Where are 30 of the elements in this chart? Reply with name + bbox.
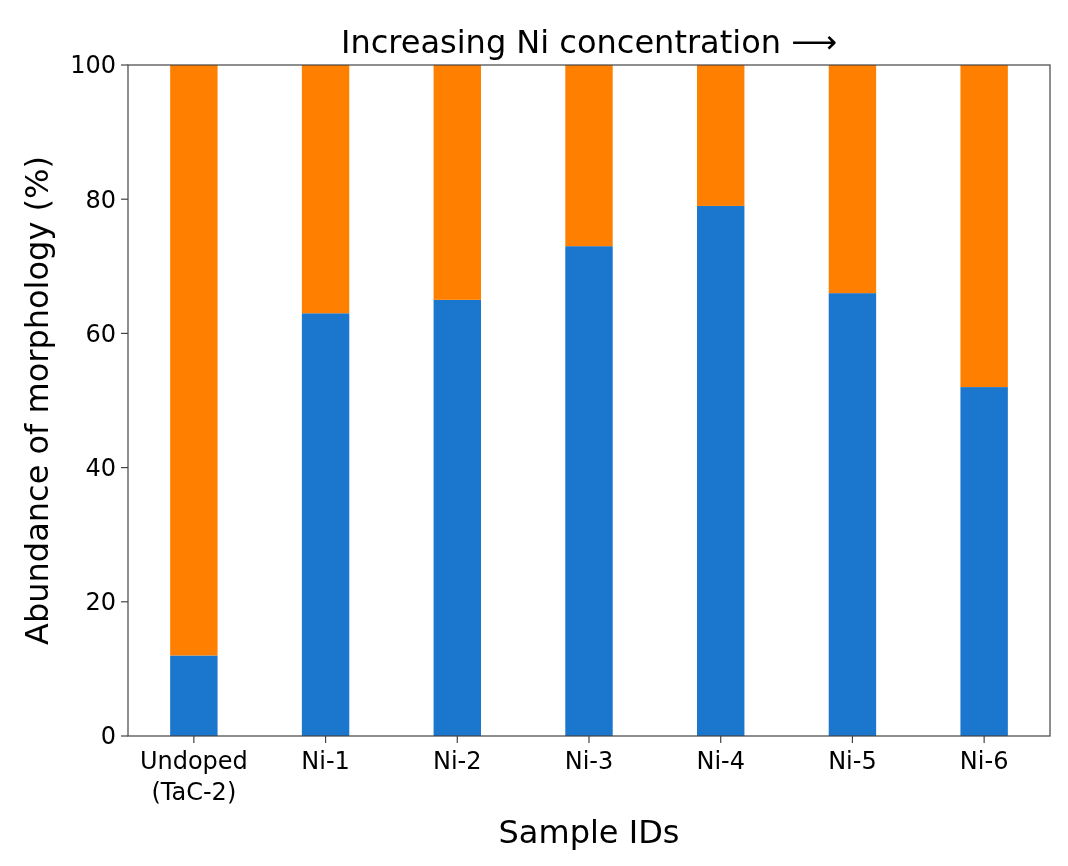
bar xyxy=(170,65,218,656)
bar xyxy=(828,293,877,736)
y-tick-label: 80 xyxy=(85,185,116,214)
bar xyxy=(960,387,1008,736)
x-tick-label: Ni-3 xyxy=(564,747,614,775)
bar xyxy=(960,65,1008,388)
bar xyxy=(433,65,481,300)
bar xyxy=(170,655,218,736)
y-axis-title: Abundance of morphology (%) xyxy=(18,156,56,645)
y-tick-label: 40 xyxy=(85,454,116,482)
bar xyxy=(565,246,613,736)
x-tick-label: Ni-2 xyxy=(433,747,482,775)
bar xyxy=(697,205,745,736)
x-tick-label: Undoped (TaC-2) xyxy=(139,747,248,806)
y-tick-label: 100 xyxy=(70,51,116,80)
bar xyxy=(301,313,350,736)
y-tick-label: 60 xyxy=(85,319,116,348)
bar xyxy=(828,65,877,294)
x-tick-label: Ni-5 xyxy=(828,747,877,775)
x-tick-label: Ni-4 xyxy=(696,747,745,775)
bar xyxy=(433,299,481,736)
bar xyxy=(565,65,613,247)
y-tick-label: 20 xyxy=(85,588,116,617)
bar xyxy=(301,65,350,314)
chart-title: Increasing Ni concentration ⟶ xyxy=(340,23,838,61)
x-tick-label: Ni-1 xyxy=(301,747,350,775)
bar xyxy=(697,65,745,206)
x-axis-title: Sample IDs xyxy=(498,813,680,851)
y-tick-label: 0 xyxy=(100,722,116,751)
x-tick-label: Ni-6 xyxy=(959,747,1009,775)
